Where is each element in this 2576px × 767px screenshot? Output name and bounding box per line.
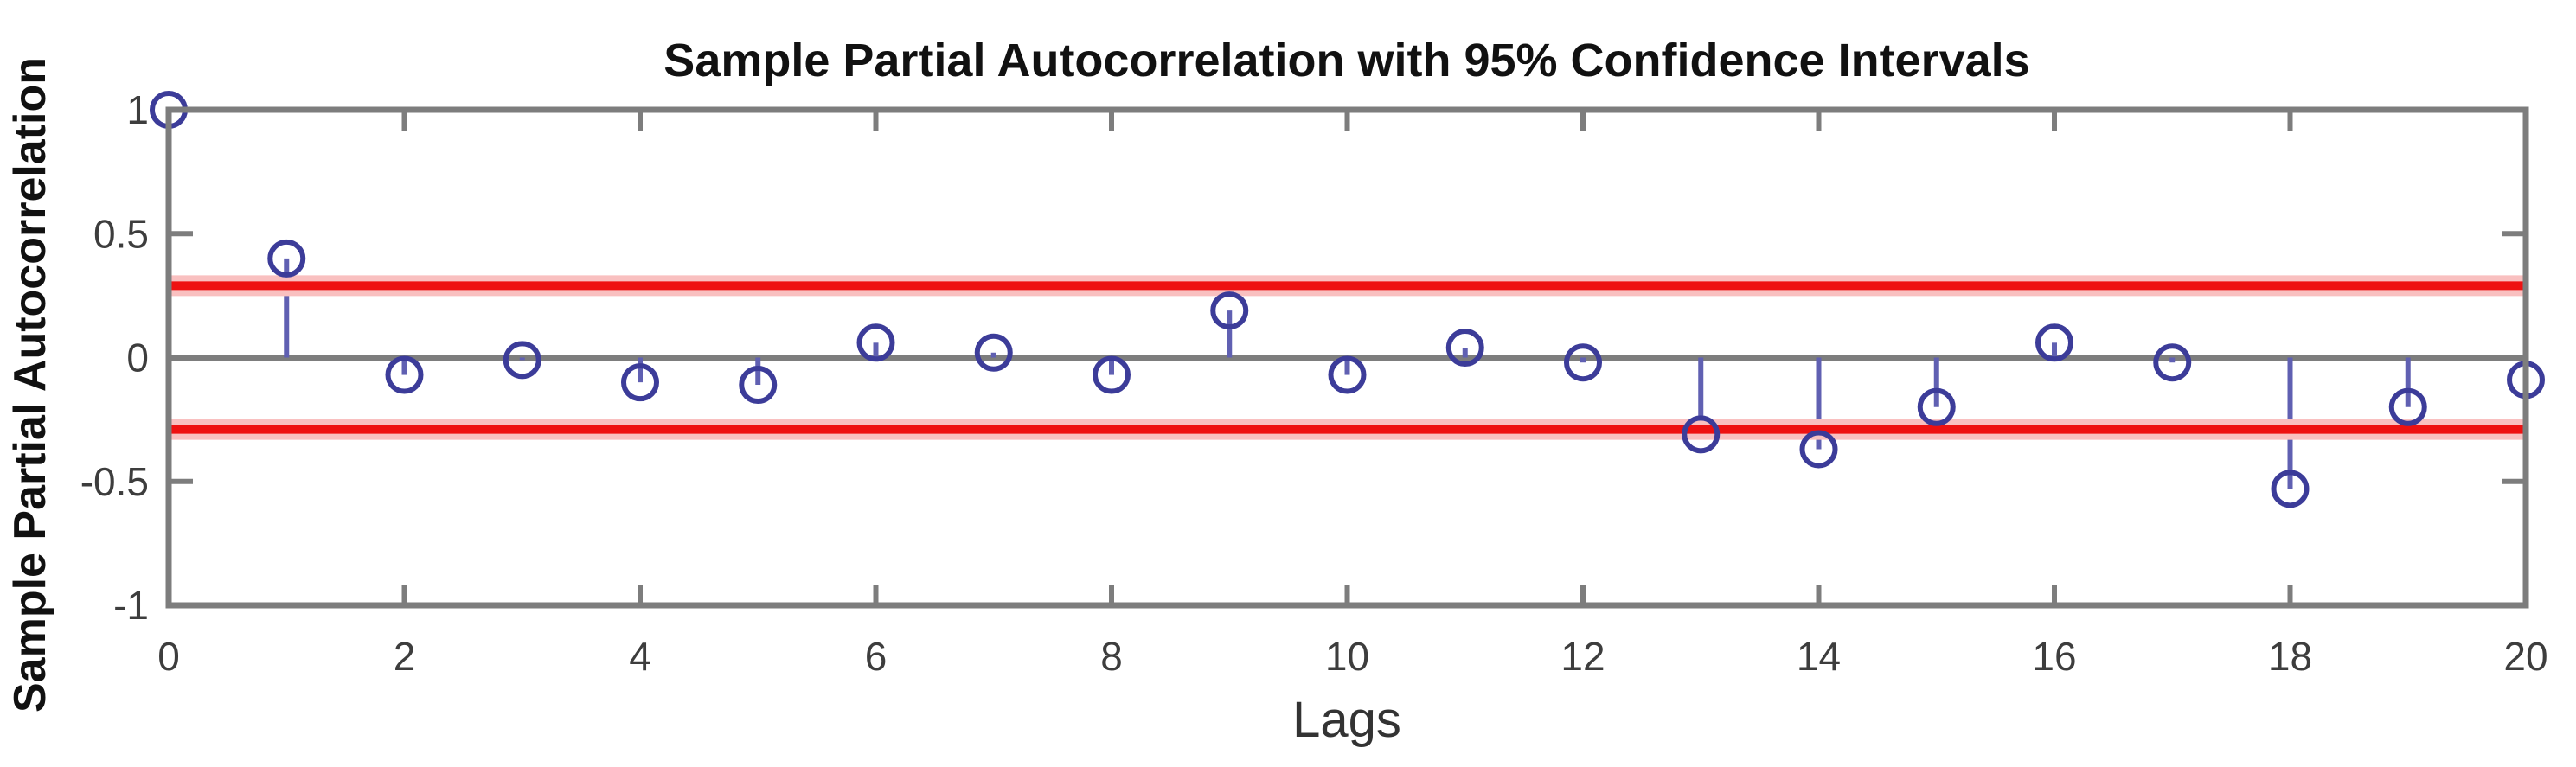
x-axis-label: Lags <box>1292 692 1401 748</box>
marker-lag-18 <box>2271 470 2310 508</box>
x-tick-label-20: 20 <box>2503 634 2547 679</box>
y-tick-label--0.5: -0.5 <box>80 459 149 504</box>
x-tick-label-2: 2 <box>394 634 416 679</box>
marker-lag-9 <box>1210 291 1249 330</box>
marker-lag-11 <box>1445 329 1484 368</box>
y-axis-label: Sample Partial Autocorrelation <box>5 57 55 713</box>
chart-title: Sample Partial Autocorrelation with 95% … <box>663 35 2029 86</box>
x-tick-label-12: 12 <box>1560 634 1605 679</box>
x-tick-label-0: 0 <box>157 634 180 679</box>
x-tick-label-18: 18 <box>2268 634 2312 679</box>
x-tick-label-4: 4 <box>629 634 651 679</box>
marker-lag-15 <box>1917 387 1956 426</box>
marker-lag-14 <box>1799 430 1838 469</box>
x-tick-label-6: 6 <box>865 634 888 679</box>
marker-lag-3 <box>503 341 541 380</box>
marker-lag-1 <box>267 239 306 278</box>
x-tick-label-10: 10 <box>1325 634 1369 679</box>
marker-lag-6 <box>856 323 895 362</box>
x-tick-label-14: 14 <box>1797 634 1841 679</box>
y-tick-label-0: 0 <box>126 336 149 380</box>
marker-lag-16 <box>2035 323 2073 362</box>
marker-lag-10 <box>1328 355 1367 394</box>
x-tick-label-16: 16 <box>2032 634 2076 679</box>
y-tick-label-0.5: 0.5 <box>93 211 149 256</box>
marker-lag-4 <box>621 363 659 402</box>
marker-lag-12 <box>1564 343 1602 382</box>
marker-lag-19 <box>2388 387 2427 426</box>
marker-lag-13 <box>1682 415 1721 454</box>
marker-lag-17 <box>2153 343 2192 382</box>
y-tick-label--1: -1 <box>113 583 149 628</box>
y-tick-label-1: 1 <box>126 87 149 132</box>
x-tick-label-8: 8 <box>1100 634 1123 679</box>
marker-lag-2 <box>385 355 424 394</box>
marker-lag-5 <box>739 366 778 405</box>
marker-lag-8 <box>1093 355 1131 394</box>
marker-lag-7 <box>974 333 1013 372</box>
plot-area: 0 2 4 6 8 10 12 14 16 18 20 1 0.5 0 -0.5 -1 <box>80 87 2548 679</box>
